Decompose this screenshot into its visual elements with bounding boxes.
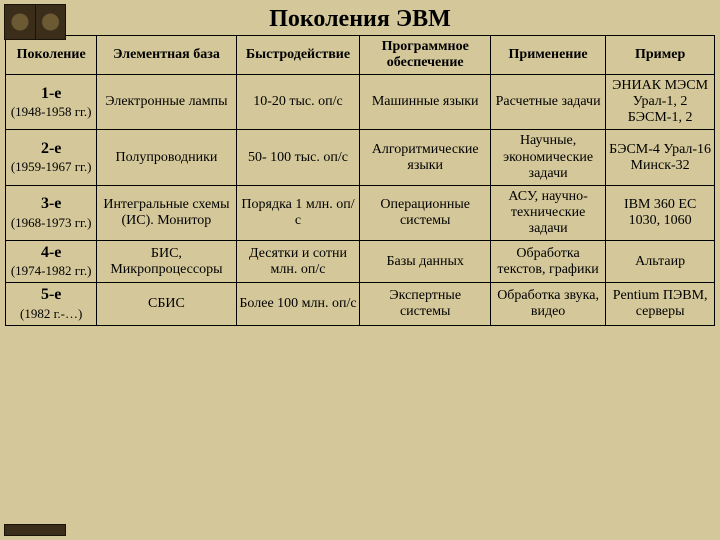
corner-ornament-bottom xyxy=(4,524,66,536)
cell-software: Алгоритмические языки xyxy=(360,130,490,185)
col-generation: Поколение xyxy=(6,36,97,75)
cell-example: Альтаир xyxy=(606,241,715,283)
cell-base: БИС, Микропроцессоры xyxy=(97,241,236,283)
cell-use: АСУ, научно-технические задачи xyxy=(490,185,605,240)
gen-label: 2-е xyxy=(8,140,94,158)
gen-years: (1982 г.-…) xyxy=(8,307,94,322)
col-application: Применение xyxy=(490,36,605,75)
cell-generation: 4-е (1974-1982 гг.) xyxy=(6,241,97,283)
gen-label: 1-е xyxy=(8,85,94,103)
cell-software: Экспертные системы xyxy=(360,283,490,325)
table-row: 2-е (1959-1967 гг.) Полупроводники 50- 1… xyxy=(6,130,715,185)
col-speed: Быстродействие xyxy=(236,36,360,75)
cell-speed: 50- 100 тыс. оп/с xyxy=(236,130,360,185)
cell-use: Обработка звука, видео xyxy=(490,283,605,325)
cell-speed: 10-20 тыс. оп/с xyxy=(236,75,360,130)
table-header-row: Поколение Элементная база Быстродействие… xyxy=(6,36,715,75)
cell-speed: Десятки и сотни млн. оп/с xyxy=(236,241,360,283)
cell-software: Машинные языки xyxy=(360,75,490,130)
gen-years: (1959-1967 гг.) xyxy=(8,160,94,175)
gen-years: (1968-1973 гг.) xyxy=(8,216,94,231)
col-element-base: Элементная база xyxy=(97,36,236,75)
generations-table: Поколение Элементная база Быстродействие… xyxy=(5,35,715,326)
cell-base: Полупроводники xyxy=(97,130,236,185)
col-example: Пример xyxy=(606,36,715,75)
cell-generation: 1-е (1948-1958 гг.) xyxy=(6,75,97,130)
cell-use: Научные, экономические задачи xyxy=(490,130,605,185)
cell-software: Базы данных xyxy=(360,241,490,283)
cell-software: Операционные системы xyxy=(360,185,490,240)
table-row: 1-е (1948-1958 гг.) Электронные лампы 10… xyxy=(6,75,715,130)
cell-generation: 3-е (1968-1973 гг.) xyxy=(6,185,97,240)
cell-base: Интегральные схемы (ИС). Монитор xyxy=(97,185,236,240)
cell-example: БЭСМ-4 Урал-16 Минск-32 xyxy=(606,130,715,185)
cell-example: Pentium ПЭВМ, серверы xyxy=(606,283,715,325)
gen-years: (1948-1958 гг.) xyxy=(8,105,94,120)
cell-base: СБИС xyxy=(97,283,236,325)
cell-generation: 5-е (1982 г.-…) xyxy=(6,283,97,325)
cell-generation: 2-е (1959-1967 гг.) xyxy=(6,130,97,185)
cell-base: Электронные лампы xyxy=(97,75,236,130)
cell-speed: Порядка 1 млн. оп/с xyxy=(236,185,360,240)
cell-use: Обработка текстов, графики xyxy=(490,241,605,283)
gen-label: 3-е xyxy=(8,195,94,213)
col-software: Программное обеспечение xyxy=(360,36,490,75)
table-row: 5-е (1982 г.-…) СБИС Более 100 млн. оп/с… xyxy=(6,283,715,325)
table-row: 4-е (1974-1982 гг.) БИС, Микропроцессоры… xyxy=(6,241,715,283)
corner-ornament-top xyxy=(4,4,66,40)
cell-example: IBM 360 ЕС 1030, 1060 xyxy=(606,185,715,240)
cell-use: Расчетные задачи xyxy=(490,75,605,130)
gen-label: 4-е xyxy=(8,244,94,262)
cell-speed: Более 100 млн. оп/с xyxy=(236,283,360,325)
gen-years: (1974-1982 гг.) xyxy=(8,264,94,279)
gen-label: 5-е xyxy=(8,286,94,304)
cell-example: ЭНИАК МЭСМ Урал-1, 2 БЭСМ-1, 2 xyxy=(606,75,715,130)
table-row: 3-е (1968-1973 гг.) Интегральные схемы (… xyxy=(6,185,715,240)
page-title: Поколения ЭВМ xyxy=(0,0,720,35)
